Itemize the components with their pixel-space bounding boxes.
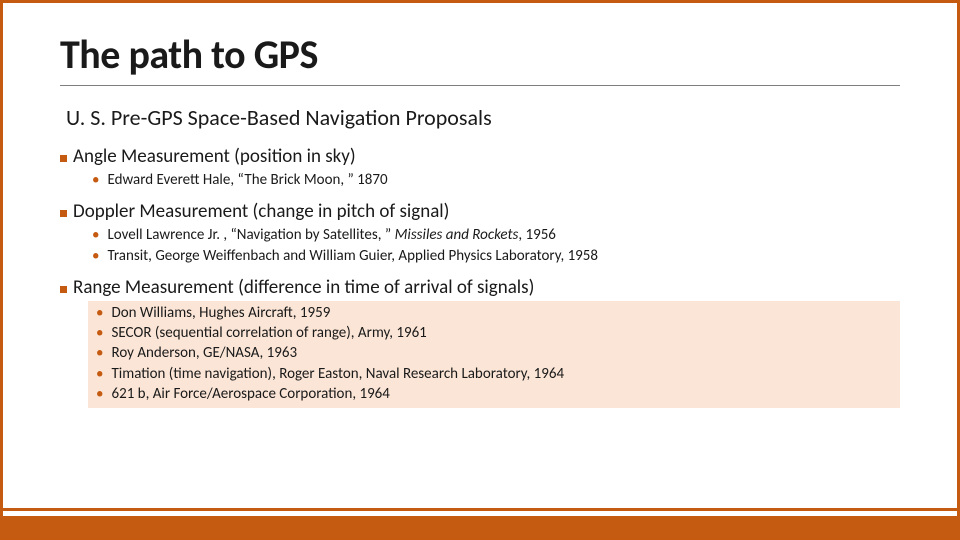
list-item-text: Edward Everett Hale, “The Brick Moon, ” … [107,170,387,190]
dot-bullet-icon: • [92,225,99,245]
slide-title: The path to GPS [60,30,900,86]
square-bullet-icon [60,286,67,293]
dot-bullet-icon: • [92,170,99,190]
list-item: • Edward Everett Hale, “The Brick Moon, ”… [92,170,900,190]
section-heading: Range Measurement (difference in time of… [60,276,900,299]
list-item-text: 621 b, Air Force/Aerospace Corporation, … [111,384,389,404]
list-item: • SECOR (sequential correlation of range)… [96,323,896,343]
list-item-text: Lovell Lawrence Jr. , “Navigation by Sat… [107,225,555,245]
list-item: • Timation (time navigation), Roger Easto… [96,364,896,384]
square-bullet-icon [60,155,67,162]
italic-title: Missiles and Rockets [395,226,519,244]
section-heading: Doppler Measurement (change in pitch of … [60,200,900,223]
bottom-accent-band [0,516,960,540]
slide-content: The path to GPS U. S. Pre-GPS Space-Base… [0,0,960,408]
section: Range Measurement (difference in time of… [60,276,900,408]
dot-bullet-icon: • [96,343,103,363]
section-heading-text: Range Measurement (difference in time of… [73,276,534,299]
list-item-text: Transit, George Weiffenbach and William … [107,246,598,266]
sub-list: • Lovell Lawrence Jr. , “Navigation by Sa… [92,225,900,266]
list-item-text: Roy Anderson, GE/NASA, 1963 [111,343,297,363]
list-item: • 621 b, Air Force/Aerospace Corporation,… [96,384,896,404]
dot-bullet-icon: • [96,364,103,384]
highlighted-sub-list: • Don Williams, Hughes Aircraft, 1959 • SEC… [88,301,900,408]
list-item-text: SECOR (sequential correlation of range),… [111,323,426,343]
section-heading-text: Angle Measurement (position in sky) [73,145,356,168]
section: Doppler Measurement (change in pitch of … [60,200,900,266]
square-bullet-icon [60,210,67,217]
list-item: • Don Williams, Hughes Aircraft, 1959 [96,303,896,323]
list-item: • Lovell Lawrence Jr. , “Navigation by Sa… [92,225,900,245]
list-item: • Roy Anderson, GE/NASA, 1963 [96,343,896,363]
list-item-text: Don Williams, Hughes Aircraft, 1959 [111,303,330,323]
dot-bullet-icon: • [92,246,99,266]
sections-container: Angle Measurement (position in sky)•Edwa… [60,145,900,408]
section-heading: Angle Measurement (position in sky) [60,145,900,168]
dot-bullet-icon: • [96,303,103,323]
slide-subtitle: U. S. Pre-GPS Space-Based Navigation Pro… [66,104,900,131]
section-heading-text: Doppler Measurement (change in pitch of … [73,200,449,223]
list-item-text: Timation (time navigation), Roger Easton… [111,364,564,384]
section: Angle Measurement (position in sky)• Edwa… [60,145,900,190]
list-item: • Transit, George Weiffenbach and William… [92,246,900,266]
dot-bullet-icon: • [96,384,103,404]
dot-bullet-icon: • [96,323,103,343]
sub-list: • Edward Everett Hale, “The Brick Moon, ”… [92,170,900,190]
